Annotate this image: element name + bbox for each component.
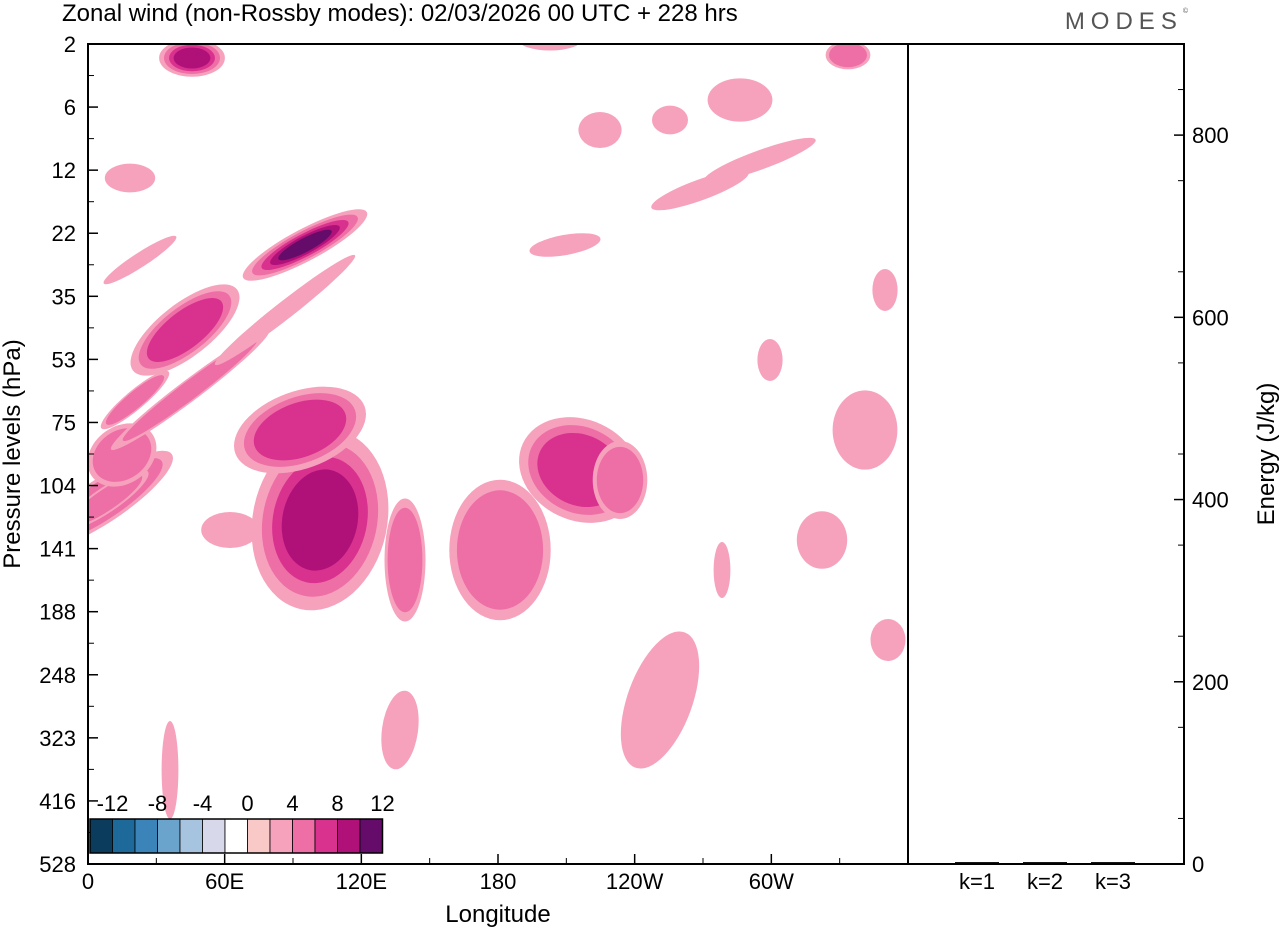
contour-blob-6-level-0 <box>103 235 177 285</box>
x-axis-title: Longitude <box>445 901 550 928</box>
energy-axis-title: Energy (J/kg) <box>1253 383 1280 526</box>
energy-tick-label-4: 800 <box>1192 123 1229 148</box>
contour-blob-32-level-0 <box>104 163 156 193</box>
colorbar-swatch-1 <box>112 818 136 854</box>
colorbar-swatch-0 <box>89 818 113 854</box>
contour-blob-4-level-1 <box>122 338 258 442</box>
y-tick-label-9: 188 <box>39 600 76 625</box>
colorbar-swatch-12 <box>359 818 383 854</box>
contour-blob-28-level-0 <box>796 511 848 569</box>
y-tick-label-4: 35 <box>52 284 76 309</box>
contour-blob-19-level-2 <box>146 298 224 362</box>
contour-blob-5-level-0 <box>214 254 356 366</box>
contour-blob-2-level-3 <box>281 469 359 571</box>
y-axis-title: Pressure levels (hPa) <box>0 339 26 568</box>
energy-tick-label-1: 200 <box>1192 670 1229 695</box>
colorbar-label-6: 12 <box>370 791 394 816</box>
colorbar-swatch-10 <box>314 818 338 854</box>
contour-blob-20-level-1 <box>105 375 165 425</box>
energy-bars: k=1 k=2 k=3 <box>955 862 1135 894</box>
contour-blob-31-level-0 <box>578 112 622 148</box>
colorbar-label-0: -12 <box>97 791 129 816</box>
contour-blob-16-level-0 <box>757 339 783 381</box>
energy-tick-label-2: 400 <box>1192 488 1229 513</box>
chart-title: Zonal wind (non-Rossby modes): 02/03/202… <box>62 0 738 27</box>
contour-blob-33-level-0 <box>201 512 259 548</box>
energy-bar-k=1 <box>955 862 999 864</box>
y-tick-label-10: 248 <box>39 663 76 688</box>
y-tick-label-5: 53 <box>52 347 76 372</box>
energy-bar-k=3 <box>1091 862 1135 864</box>
contour-blob-34-level-0 <box>652 105 688 135</box>
y-tick-label-11: 323 <box>39 726 76 751</box>
colorbar-label-1: -8 <box>148 791 168 816</box>
x-tick-label-2: 120E <box>336 869 387 894</box>
y-tick-label-1: 6 <box>64 95 76 120</box>
contour-blob-14-level-0 <box>872 269 898 311</box>
colorbar-swatch-4 <box>179 818 203 854</box>
x-tick-label-0: 0 <box>82 869 94 894</box>
modes-logo: MODES© <box>1065 8 1188 36</box>
contour-blob-21-level-2 <box>253 399 347 461</box>
contour-blob-27-level-0 <box>832 390 898 470</box>
y-tick-label-0: 2 <box>64 32 76 57</box>
contour-blob-15-level-0 <box>713 542 731 598</box>
logo-text: MODES <box>1064 8 1183 35</box>
contour-blob-24-level-1 <box>387 507 423 613</box>
energy-bar-k=2 <box>1023 862 1067 864</box>
contour-blob-26-level-0 <box>620 631 700 769</box>
contour-blob-10-level-0 <box>381 690 419 770</box>
y-tick-label-6: 75 <box>52 410 76 435</box>
main-plot-frame <box>87 43 909 865</box>
y-tick-label-7: 104 <box>39 474 76 499</box>
colorbar-swatch-11 <box>337 818 361 854</box>
colorbar-swatch-9 <box>292 818 316 854</box>
logo-mark: © <box>1182 8 1188 15</box>
contour-blob-29-level-0 <box>707 78 773 122</box>
contour-blob-11-level-0 <box>161 721 179 819</box>
energy-category-label-1: k=2 <box>1027 869 1063 894</box>
y-tick-label-2: 12 <box>52 158 76 183</box>
y-tick-label-12: 416 <box>39 789 76 814</box>
colorbar-swatch-8 <box>269 818 293 854</box>
colorbar-frame <box>89 818 384 854</box>
y-tick-label-3: 22 <box>52 221 76 246</box>
contour-blob-23-level-1 <box>456 490 544 610</box>
contour-blob-3-level-1 <box>92 428 152 482</box>
contour-field <box>88 44 906 819</box>
energy-category-label-0: k=1 <box>959 869 995 894</box>
colorbar-label-4: 4 <box>286 791 298 816</box>
axes-group: 0 60E 120E 180 120W 60W 2 6 12 22 35 53 75 104 141 188 2… <box>39 32 1228 894</box>
colorbar-swatch-7 <box>247 818 271 854</box>
contour-blob-13-level-0 <box>870 619 906 661</box>
contour-blob-9-level-0 <box>529 233 601 257</box>
contour-blob-12-level-0 <box>520 44 580 51</box>
x-tick-label-5: 60W <box>749 869 794 894</box>
contour-blob-17-level-4 <box>278 229 332 261</box>
colorbar-swatch-2 <box>134 818 158 854</box>
colorbar-swatch-5 <box>202 818 226 854</box>
contour-blob-30-level-1 <box>829 44 867 68</box>
x-tick-label-3: 180 <box>480 869 517 894</box>
colorbar-swatch-3 <box>157 818 181 854</box>
energy-tick-label-3: 600 <box>1192 305 1229 330</box>
y-tick-label-13: 528 <box>39 852 76 877</box>
contour-blob-18-level-3 <box>173 47 211 69</box>
energy-tick-label-0: 0 <box>1192 852 1204 877</box>
colorbar-swatch-6 <box>224 818 248 854</box>
contour-blob-1-level-1 <box>88 474 143 526</box>
colorbar: -12 -8 -4 0 4 8 12 <box>89 791 395 854</box>
x-tick-label-1: 60E <box>205 869 244 894</box>
energy-panel-frame <box>907 43 1185 865</box>
x-tick-label-4: 120W <box>606 869 664 894</box>
y-tick-label-8: 141 <box>39 537 76 562</box>
colorbar-label-2: -4 <box>193 791 213 816</box>
contour-blob-25-level-1 <box>596 446 644 514</box>
energy-category-label-2: k=3 <box>1095 869 1131 894</box>
contour-blob-8-level-0 <box>651 169 749 211</box>
colorbar-label-3: 0 <box>241 791 253 816</box>
colorbar-label-5: 8 <box>331 791 343 816</box>
